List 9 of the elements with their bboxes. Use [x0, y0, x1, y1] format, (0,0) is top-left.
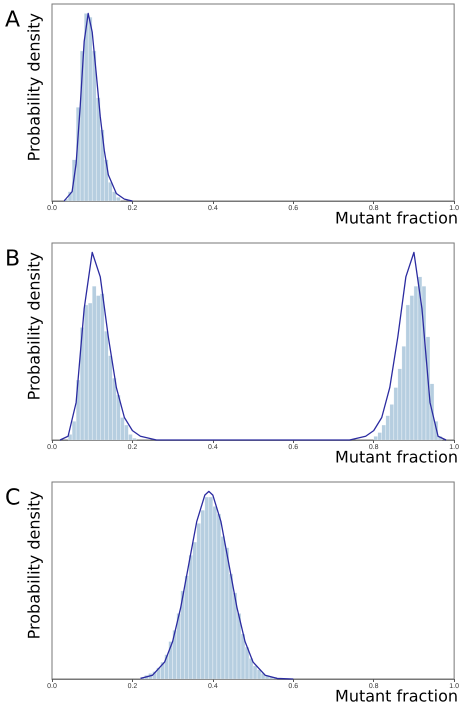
x-axis-title: Mutant fraction	[335, 208, 458, 228]
y-axis-title: Probability density	[24, 252, 44, 400]
y-axis-title: Probability density	[24, 491, 44, 640]
chart-title: A	[5, 8, 20, 32]
y-axis-title: Probability density	[24, 13, 44, 162]
chart-title: C	[5, 486, 20, 510]
x-axis-title: Mutant fraction	[335, 686, 458, 706]
x-axis-title: Mutant fraction	[335, 448, 458, 466]
chart-title: B	[5, 246, 20, 272]
